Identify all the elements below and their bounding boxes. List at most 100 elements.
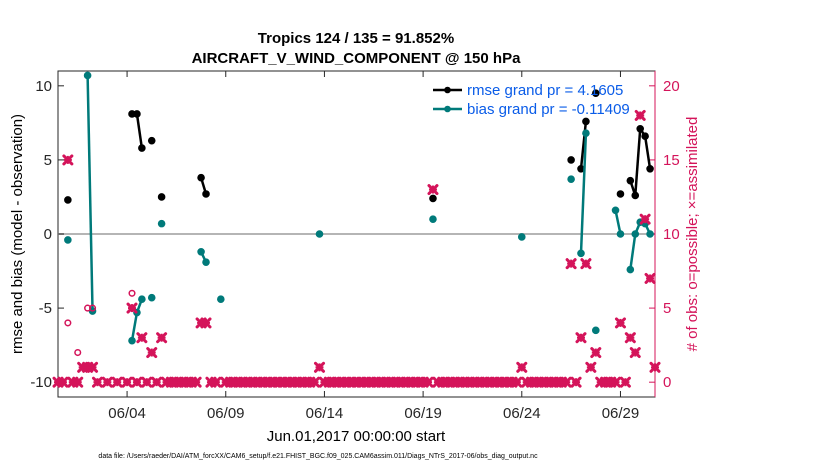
series-0-point	[202, 190, 210, 198]
series-0-point	[646, 165, 654, 173]
obs-assimilated-point	[62, 154, 74, 166]
series-1-line-segment	[614, 210, 622, 235]
obs-assimilated-point	[57, 376, 69, 388]
obs-assimilated-point	[575, 332, 587, 344]
series-1-point	[64, 236, 72, 244]
obs-assimilated-point	[156, 332, 168, 344]
series-1-line-segment	[579, 133, 588, 254]
series-1-point	[83, 71, 92, 80]
obs-possible-point	[74, 348, 82, 357]
obs-possible-point	[88, 304, 97, 312]
x-axis-label: Jun.01,2017 00:00:00 start	[267, 428, 446, 445]
x-tick-label: 06/29	[602, 405, 640, 422]
obs-assimilated-point	[590, 347, 602, 359]
series-1-point	[646, 230, 654, 238]
obs-assimilated-point	[200, 317, 212, 329]
series-0-point	[429, 194, 437, 203]
x-tick-label: 06/19	[404, 405, 442, 422]
series-0-point	[641, 132, 649, 140]
series-0-point	[147, 136, 156, 145]
series-0-point	[133, 110, 141, 118]
obs-assimilated-point	[624, 332, 636, 344]
obs-assimilated-point	[565, 258, 577, 270]
series-0-point	[626, 176, 635, 185]
x-tick-label: 06/14	[306, 405, 344, 422]
series-0-line-segment	[643, 136, 652, 169]
series-0-point	[616, 190, 625, 198]
series-1-point	[202, 258, 210, 266]
series-0-point	[567, 156, 575, 164]
obs-possible-point	[64, 319, 72, 327]
obs-assimilated-point	[121, 376, 133, 388]
obs-assimilated-point	[580, 258, 592, 270]
y2-tick-label: 20	[663, 78, 680, 95]
series-0-point	[582, 117, 590, 126]
series-1-point	[567, 175, 575, 183]
plot-area: 06/04 06/09 06/14 06/19 06/24 06/29 10 5 0 -5 -10 2…	[30, 70, 680, 422]
y2-tick-label: 5	[663, 300, 671, 317]
series-0-point	[636, 124, 644, 133]
series-1-point	[128, 336, 136, 345]
y-axis-label: rmse and bias (model - observation)	[9, 114, 26, 354]
obs-assimilated-point	[126, 302, 138, 314]
obs-assimilated-point	[101, 376, 113, 388]
series-1-point	[147, 293, 156, 302]
obs-assimilated-point	[313, 361, 325, 373]
y2-tick-label: 0	[663, 374, 671, 391]
obs-assimilated-point	[610, 376, 622, 388]
series-1-point	[631, 230, 640, 238]
series-1-point	[582, 129, 590, 138]
obs-assimilated-point	[644, 272, 656, 284]
series-1-point	[626, 265, 635, 274]
x-tick-label: 06/09	[207, 405, 245, 422]
chart-subtitle: AIRCRAFT_V_WIND_COMPONENT @ 150 hPa	[192, 50, 522, 67]
series-0-point	[64, 196, 72, 204]
series-1-point	[517, 233, 526, 241]
legend-marker-0	[444, 86, 451, 94]
series-1-point	[157, 219, 166, 228]
obs-assimilated-point	[649, 361, 661, 373]
chart-title: Tropics 124 / 135 = 91.852%	[258, 30, 454, 47]
series-1-point	[429, 215, 437, 223]
series-0-line-segment	[135, 113, 144, 149]
obs-assimilated-point	[560, 376, 572, 388]
series-0-point	[138, 144, 146, 152]
series-1-line-segment	[130, 312, 139, 341]
obs-assimilated-point	[585, 361, 597, 373]
series-1-point	[217, 295, 225, 304]
x-tick-label: 06/24	[503, 405, 541, 422]
legend-marker-1	[444, 105, 451, 113]
obs-assimilated-point	[190, 376, 202, 388]
obs-assimilated-point	[131, 376, 143, 388]
series-0-point	[157, 193, 166, 201]
obs-assimilated-point	[516, 361, 528, 373]
obs-assimilated-point	[141, 376, 153, 388]
obs-assimilated-point	[634, 109, 646, 121]
obs-assimilated-point	[146, 347, 158, 359]
obs-assimilated-point	[422, 376, 434, 388]
series-1-point	[577, 249, 585, 258]
series-1-point	[616, 230, 625, 238]
y2-axis-label: # of obs: o=possible; ×=assimilated	[684, 117, 701, 352]
series-0-point	[591, 89, 600, 98]
y-tick-label: -5	[39, 300, 52, 317]
obs-assimilated-point	[614, 317, 626, 329]
obs-assimilated-point	[111, 376, 123, 388]
series-0-point	[197, 173, 205, 182]
x-tick-label: 06/04	[108, 405, 146, 422]
obs-assimilated-point	[91, 376, 103, 388]
series-0-line-segment	[579, 121, 588, 169]
series-1-point	[611, 206, 620, 215]
obs-assimilated-point	[629, 347, 641, 359]
y2-tick-label: 10	[663, 226, 680, 243]
y2-tick-label: 15	[663, 152, 680, 169]
obs-assimilated-point	[639, 213, 651, 225]
obs-assimilated-point	[136, 332, 148, 344]
obs-assimilated-point	[309, 376, 321, 388]
obs-assimilated-point	[511, 376, 523, 388]
obs-assimilated-point	[87, 361, 99, 373]
series-1-point	[197, 247, 205, 256]
legend-label-1: bias grand pr = -0.11409	[467, 101, 630, 118]
obs-assimilated-point	[72, 376, 84, 388]
